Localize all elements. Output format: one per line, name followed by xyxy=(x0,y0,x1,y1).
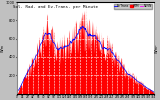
Y-axis label: W/m: W/m xyxy=(1,44,5,52)
Legend: Ev.Trans, W/M, NEVN: Ev.Trans, W/M, NEVN xyxy=(114,4,152,9)
Y-axis label: W/m²: W/m² xyxy=(155,43,159,53)
Text: Sol. Rad. and Ev.Trans. per Minute: Sol. Rad. and Ev.Trans. per Minute xyxy=(13,5,98,9)
